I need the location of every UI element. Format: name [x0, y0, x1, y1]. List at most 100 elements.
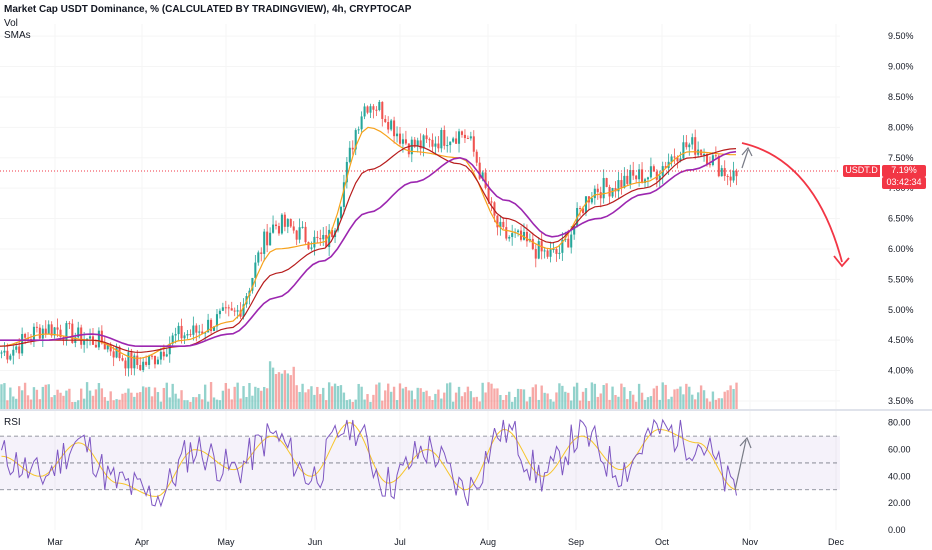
volume-bar — [395, 400, 399, 410]
candle-body — [171, 335, 174, 344]
candle-body — [558, 252, 561, 254]
candle-body — [183, 335, 186, 339]
volume-bar — [629, 391, 632, 410]
volume-bar — [153, 387, 157, 410]
candle-body — [440, 130, 443, 149]
candle-body — [35, 326, 38, 328]
candle-body — [153, 355, 157, 365]
volume-bar — [348, 399, 351, 410]
candle-body — [469, 136, 472, 139]
volume-bar — [478, 401, 481, 410]
sma-legend[interactable]: SMAs — [4, 30, 31, 41]
volume-bar — [118, 399, 121, 410]
candle-body — [428, 139, 431, 141]
volume-bar — [41, 386, 44, 410]
candle-body — [703, 153, 706, 156]
candle-body — [393, 120, 396, 137]
volume-bar — [274, 374, 278, 410]
volume-bar — [35, 389, 39, 410]
volume-bar — [552, 401, 555, 410]
candle-body — [186, 334, 189, 336]
volume-bar — [584, 388, 588, 410]
rsi-pane — [0, 418, 840, 508]
volume-bar — [3, 383, 6, 410]
candle-body — [136, 355, 139, 365]
volume-bar — [263, 386, 266, 410]
candle-body — [159, 351, 162, 360]
volume-bar — [298, 391, 301, 410]
time-tick-label: Mar — [47, 537, 63, 547]
rsi-axis[interactable]: 80.00 60.00 40.00 20.00 0.00 — [888, 418, 911, 535]
candle-body — [431, 139, 434, 147]
volume-bar — [94, 389, 98, 410]
volume-bar — [248, 383, 251, 410]
candle-body — [658, 175, 661, 180]
price-axis[interactable]: 9.50%9.00%8.50%8.00%7.50%7.00%6.50%6.00%… — [888, 31, 914, 406]
volume-bar — [245, 397, 248, 410]
red-arrowhead — [833, 255, 850, 268]
candle-body — [106, 344, 109, 350]
candle-body — [212, 326, 216, 332]
candle-body — [224, 307, 227, 309]
candle-body — [233, 310, 236, 312]
candle-body — [410, 139, 413, 155]
candle-body — [525, 231, 528, 242]
candle-body — [121, 358, 124, 361]
candle-body — [676, 157, 679, 162]
time-tick-label: Aug — [480, 537, 496, 547]
time-axis[interactable]: Mar Apr May Jun Jul Aug Sep Oct Nov Dec — [47, 537, 844, 547]
candle-body — [242, 304, 245, 317]
candle-body — [251, 277, 254, 291]
candle-body — [130, 352, 133, 369]
volume-bar — [242, 386, 245, 410]
volume-bar — [425, 390, 428, 410]
chart-title[interactable]: Market Cap USDT Dominance, % (CALCULATED… — [4, 4, 412, 15]
volume-bar — [614, 394, 617, 410]
sma-line-1 — [0, 126, 737, 359]
candle-body — [83, 340, 86, 345]
candle-body — [292, 226, 295, 231]
candle-countdown-badge: 03:42:34 — [882, 177, 926, 189]
volume-bar — [575, 382, 579, 410]
candle-body — [366, 106, 369, 113]
candle-body — [614, 187, 617, 192]
volume-bar — [469, 391, 473, 410]
symbol-badge: USDT.D — [843, 165, 880, 177]
candle-body — [89, 336, 92, 339]
volume-legend[interactable]: Vol — [4, 18, 18, 29]
candle-body — [584, 196, 588, 213]
candle-body — [643, 179, 647, 183]
candle-body — [437, 143, 440, 149]
candle-body — [608, 186, 611, 197]
candle-body — [124, 360, 127, 369]
candle-body — [688, 144, 691, 148]
candle-body — [649, 166, 652, 178]
volume-bar — [381, 400, 384, 410]
candle-body — [623, 175, 626, 188]
volume-bar — [516, 388, 520, 410]
candle-body — [425, 135, 428, 140]
volume-bar — [454, 392, 458, 410]
candle-body — [354, 130, 357, 150]
candle-body — [360, 116, 363, 130]
volume-bar — [88, 390, 92, 410]
volume-bar — [481, 382, 484, 410]
volume-bar — [578, 400, 582, 410]
candle-body — [664, 166, 667, 169]
candle-body — [505, 227, 508, 239]
candle-body — [62, 337, 65, 341]
time-tick-label: Jul — [394, 537, 406, 547]
volume-bar — [448, 382, 452, 410]
candle-body — [12, 349, 15, 356]
rsi-legend[interactable]: RSI — [4, 417, 21, 428]
volume-bar — [658, 399, 661, 410]
volume-bar — [540, 385, 543, 410]
candle-body — [32, 326, 35, 340]
volume-bar — [676, 388, 679, 410]
time-tick-label: Jun — [308, 537, 323, 547]
candle-body — [717, 155, 720, 177]
candle-body — [694, 137, 697, 155]
volume-bar — [115, 399, 118, 410]
volume-bar — [679, 386, 682, 410]
volume-bar — [499, 395, 502, 410]
